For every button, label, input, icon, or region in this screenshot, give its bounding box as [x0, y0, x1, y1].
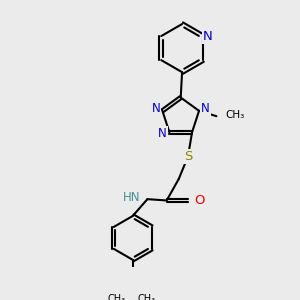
Text: N: N: [152, 102, 160, 115]
Text: N: N: [201, 102, 210, 115]
Text: CH₃: CH₃: [137, 294, 155, 300]
Text: HN: HN: [122, 191, 140, 204]
Text: CH₃: CH₃: [108, 294, 126, 300]
Text: N: N: [203, 30, 213, 43]
Text: O: O: [194, 194, 204, 207]
Text: S: S: [184, 150, 192, 163]
Text: CH₃: CH₃: [225, 110, 244, 120]
Text: N: N: [158, 127, 167, 140]
